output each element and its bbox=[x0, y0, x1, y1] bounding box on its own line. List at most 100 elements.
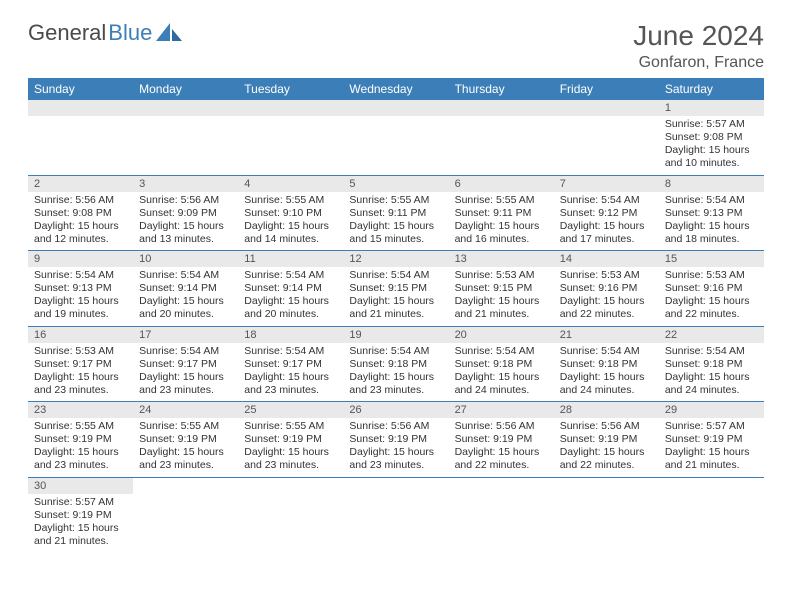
calendar-cell: 6Sunrise: 5:55 AMSunset: 9:11 PMDaylight… bbox=[449, 175, 554, 251]
day-number: 11 bbox=[238, 251, 343, 267]
calendar-cell bbox=[238, 100, 343, 175]
sail-icon bbox=[156, 23, 182, 43]
calendar-cell: 23Sunrise: 5:55 AMSunset: 9:19 PMDayligh… bbox=[28, 402, 133, 478]
sunset-line: Sunset: 9:13 PM bbox=[34, 282, 127, 295]
calendar-cell: 14Sunrise: 5:53 AMSunset: 9:16 PMDayligh… bbox=[554, 251, 659, 327]
sunset-line: Sunset: 9:19 PM bbox=[560, 433, 653, 446]
sunset-line: Sunset: 9:12 PM bbox=[560, 207, 653, 220]
day-number: 2 bbox=[28, 176, 133, 192]
daylight-line: Daylight: 15 hours and 14 minutes. bbox=[244, 220, 337, 246]
sunrise-line: Sunrise: 5:55 AM bbox=[244, 420, 337, 433]
weekday-header: Sunday bbox=[28, 78, 133, 100]
sunrise-line: Sunrise: 5:57 AM bbox=[34, 496, 127, 509]
calendar-cell: 28Sunrise: 5:56 AMSunset: 9:19 PMDayligh… bbox=[554, 402, 659, 478]
logo-text-blue: Blue bbox=[108, 20, 152, 46]
day-details: Sunrise: 5:56 AMSunset: 9:09 PMDaylight:… bbox=[133, 192, 238, 251]
daylight-line: Daylight: 15 hours and 16 minutes. bbox=[455, 220, 548, 246]
daylight-line: Daylight: 15 hours and 20 minutes. bbox=[139, 295, 232, 321]
calendar-cell bbox=[28, 100, 133, 175]
sunrise-line: Sunrise: 5:53 AM bbox=[34, 345, 127, 358]
daylight-line: Daylight: 15 hours and 17 minutes. bbox=[560, 220, 653, 246]
sunrise-line: Sunrise: 5:54 AM bbox=[349, 269, 442, 282]
calendar-cell: 1Sunrise: 5:57 AMSunset: 9:08 PMDaylight… bbox=[659, 100, 764, 175]
logo-text-general: General bbox=[28, 20, 106, 46]
sunset-line: Sunset: 9:10 PM bbox=[244, 207, 337, 220]
header-bar: GeneralBlue June 2024 Gonfaron, France bbox=[28, 20, 764, 72]
calendar-cell: 9Sunrise: 5:54 AMSunset: 9:13 PMDaylight… bbox=[28, 251, 133, 327]
daylight-line: Daylight: 15 hours and 23 minutes. bbox=[139, 371, 232, 397]
sunrise-line: Sunrise: 5:55 AM bbox=[244, 194, 337, 207]
calendar-cell bbox=[449, 100, 554, 175]
calendar-cell: 3Sunrise: 5:56 AMSunset: 9:09 PMDaylight… bbox=[133, 175, 238, 251]
calendar-cell: 10Sunrise: 5:54 AMSunset: 9:14 PMDayligh… bbox=[133, 251, 238, 327]
weekday-header: Friday bbox=[554, 78, 659, 100]
sunset-line: Sunset: 9:18 PM bbox=[349, 358, 442, 371]
day-details: Sunrise: 5:56 AMSunset: 9:19 PMDaylight:… bbox=[449, 418, 554, 477]
sunset-line: Sunset: 9:14 PM bbox=[139, 282, 232, 295]
calendar-cell: 16Sunrise: 5:53 AMSunset: 9:17 PMDayligh… bbox=[28, 326, 133, 402]
calendar-cell bbox=[133, 477, 238, 552]
weekday-header: Thursday bbox=[449, 78, 554, 100]
sunrise-line: Sunrise: 5:53 AM bbox=[665, 269, 758, 282]
day-details: Sunrise: 5:57 AMSunset: 9:19 PMDaylight:… bbox=[28, 494, 133, 553]
calendar-cell bbox=[449, 477, 554, 552]
sunset-line: Sunset: 9:17 PM bbox=[34, 358, 127, 371]
daylight-line: Daylight: 15 hours and 19 minutes. bbox=[34, 295, 127, 321]
day-details: Sunrise: 5:55 AMSunset: 9:19 PMDaylight:… bbox=[238, 418, 343, 477]
day-number: 26 bbox=[343, 402, 448, 418]
calendar-cell: 15Sunrise: 5:53 AMSunset: 9:16 PMDayligh… bbox=[659, 251, 764, 327]
day-number: 1 bbox=[659, 100, 764, 116]
day-number: 27 bbox=[449, 402, 554, 418]
sunrise-line: Sunrise: 5:57 AM bbox=[665, 420, 758, 433]
calendar-cell bbox=[554, 477, 659, 552]
sunset-line: Sunset: 9:19 PM bbox=[455, 433, 548, 446]
daylight-line: Daylight: 15 hours and 23 minutes. bbox=[34, 446, 127, 472]
sunrise-line: Sunrise: 5:54 AM bbox=[244, 269, 337, 282]
sunrise-line: Sunrise: 5:54 AM bbox=[244, 345, 337, 358]
month-title: June 2024 bbox=[633, 20, 764, 52]
daylight-line: Daylight: 15 hours and 22 minutes. bbox=[560, 295, 653, 321]
sunset-line: Sunset: 9:16 PM bbox=[560, 282, 653, 295]
calendar-cell: 29Sunrise: 5:57 AMSunset: 9:19 PMDayligh… bbox=[659, 402, 764, 478]
sunset-line: Sunset: 9:19 PM bbox=[34, 433, 127, 446]
sunset-line: Sunset: 9:19 PM bbox=[139, 433, 232, 446]
day-details: Sunrise: 5:55 AMSunset: 9:19 PMDaylight:… bbox=[133, 418, 238, 477]
daylight-line: Daylight: 15 hours and 22 minutes. bbox=[455, 446, 548, 472]
day-number: 21 bbox=[554, 327, 659, 343]
sunrise-line: Sunrise: 5:54 AM bbox=[560, 194, 653, 207]
daylight-line: Daylight: 15 hours and 21 minutes. bbox=[455, 295, 548, 321]
day-details: Sunrise: 5:54 AMSunset: 9:18 PMDaylight:… bbox=[343, 343, 448, 402]
day-details: Sunrise: 5:53 AMSunset: 9:16 PMDaylight:… bbox=[554, 267, 659, 326]
day-details: Sunrise: 5:54 AMSunset: 9:15 PMDaylight:… bbox=[343, 267, 448, 326]
sunset-line: Sunset: 9:15 PM bbox=[349, 282, 442, 295]
sunset-line: Sunset: 9:19 PM bbox=[349, 433, 442, 446]
day-details: Sunrise: 5:54 AMSunset: 9:18 PMDaylight:… bbox=[659, 343, 764, 402]
day-details: Sunrise: 5:53 AMSunset: 9:16 PMDaylight:… bbox=[659, 267, 764, 326]
sunset-line: Sunset: 9:13 PM bbox=[665, 207, 758, 220]
sunset-line: Sunset: 9:08 PM bbox=[34, 207, 127, 220]
weekday-header: Tuesday bbox=[238, 78, 343, 100]
day-number: 16 bbox=[28, 327, 133, 343]
calendar-cell: 20Sunrise: 5:54 AMSunset: 9:18 PMDayligh… bbox=[449, 326, 554, 402]
sunrise-line: Sunrise: 5:55 AM bbox=[349, 194, 442, 207]
calendar-cell: 5Sunrise: 5:55 AMSunset: 9:11 PMDaylight… bbox=[343, 175, 448, 251]
calendar-cell: 4Sunrise: 5:55 AMSunset: 9:10 PMDaylight… bbox=[238, 175, 343, 251]
day-number: 29 bbox=[659, 402, 764, 418]
day-details: Sunrise: 5:56 AMSunset: 9:19 PMDaylight:… bbox=[554, 418, 659, 477]
sunrise-line: Sunrise: 5:54 AM bbox=[560, 345, 653, 358]
daylight-line: Daylight: 15 hours and 24 minutes. bbox=[665, 371, 758, 397]
day-details: Sunrise: 5:53 AMSunset: 9:17 PMDaylight:… bbox=[28, 343, 133, 402]
calendar-cell bbox=[343, 100, 448, 175]
day-number: 20 bbox=[449, 327, 554, 343]
calendar-cell bbox=[343, 477, 448, 552]
calendar-cell: 22Sunrise: 5:54 AMSunset: 9:18 PMDayligh… bbox=[659, 326, 764, 402]
daylight-line: Daylight: 15 hours and 20 minutes. bbox=[244, 295, 337, 321]
sunrise-line: Sunrise: 5:56 AM bbox=[349, 420, 442, 433]
sunrise-line: Sunrise: 5:57 AM bbox=[665, 118, 758, 131]
daylight-line: Daylight: 15 hours and 23 minutes. bbox=[244, 446, 337, 472]
day-number: 7 bbox=[554, 176, 659, 192]
day-details: Sunrise: 5:54 AMSunset: 9:13 PMDaylight:… bbox=[659, 192, 764, 251]
daylight-line: Daylight: 15 hours and 24 minutes. bbox=[560, 371, 653, 397]
sunrise-line: Sunrise: 5:55 AM bbox=[34, 420, 127, 433]
daylight-line: Daylight: 15 hours and 12 minutes. bbox=[34, 220, 127, 246]
